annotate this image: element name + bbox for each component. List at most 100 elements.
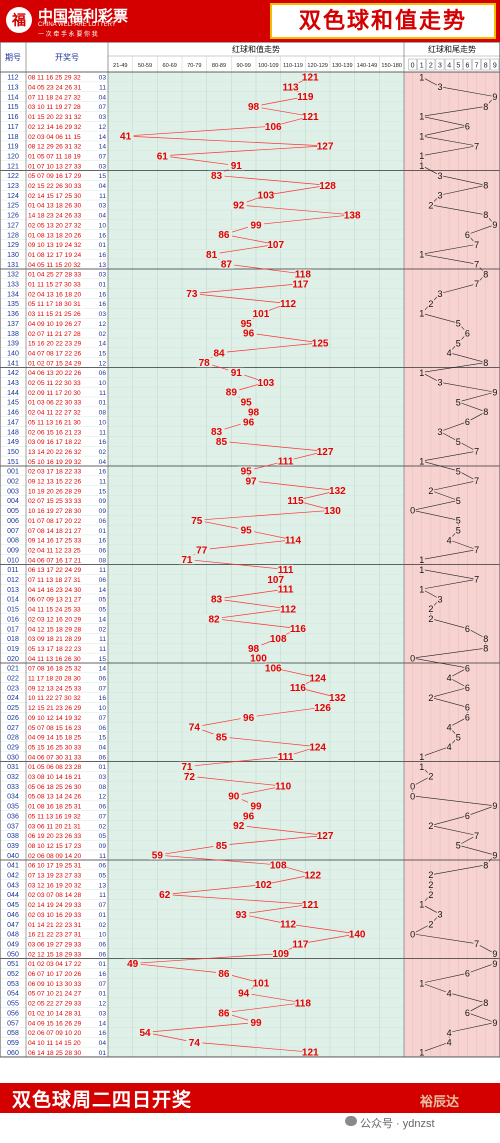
tail-trend-segment [467, 224, 495, 235]
tail-label-bg [491, 949, 499, 958]
blue-ball: 01 [99, 528, 107, 535]
red-balls: 10 16 19 27 28 30 [28, 508, 81, 515]
header-banner: 福 中国福利彩票 CHINA WELFARE LOTTERY 一 次 牵 手 永… [0, 0, 500, 42]
tail-digit-label: 9 [493, 63, 497, 70]
tail-value: 3 [437, 171, 442, 181]
blue-ball: 11 [99, 853, 106, 860]
sum-label-bg [178, 761, 195, 772]
tail-value: 3 [437, 594, 442, 604]
red-balls: 07 13 19 23 27 33 [28, 873, 81, 880]
tail-label-bg [464, 968, 471, 978]
tail-trend-segment [467, 963, 495, 974]
sum-trend-segment [157, 844, 222, 856]
tail-value: 9 [492, 801, 497, 811]
red-balls: 02 06 08 09 14 20 [28, 853, 81, 860]
issue-number: 012 [7, 577, 19, 584]
tail-value: 8 [483, 644, 488, 654]
sum-value: 117 [292, 279, 309, 290]
tail-label-bg [436, 377, 444, 387]
red-balls: 02 09 11 17 20 30 [28, 390, 81, 397]
blue-ball: 01 [99, 400, 107, 407]
sum-label-bg [240, 417, 257, 427]
sum-trend-segment [191, 283, 301, 294]
tail-trend-segment [421, 145, 477, 157]
issue-number: 047 [7, 922, 19, 929]
tail-value: 1 [419, 151, 424, 161]
red-balls: 02 05 22 27 29 33 [28, 1001, 81, 1008]
sum-value: 126 [314, 703, 331, 714]
issue-number: 130 [7, 252, 19, 259]
blue-ball: 10 [99, 380, 107, 387]
tail-label-bg [418, 565, 425, 574]
red-balls: 14 18 23 24 26 33 [28, 213, 81, 220]
sum-label-bg [248, 1017, 264, 1028]
issue-number: 011 [7, 567, 18, 574]
tail-digit-box [435, 58, 445, 71]
red-balls: 02 03 17 18 22 33 [28, 469, 81, 476]
issue-number: 006 [7, 518, 19, 525]
sum-value: 96 [243, 713, 255, 724]
blue-ball: 13 [99, 262, 107, 269]
tail-label-bg [418, 111, 425, 121]
sum-section-title: 红球和值走势 [232, 44, 280, 54]
blue-ball: 12 [99, 124, 107, 131]
tail-trend-segment [430, 825, 477, 836]
tail-trend-segment [430, 480, 477, 491]
sum-value: 95 [241, 398, 253, 409]
tail-label-bg [464, 417, 471, 427]
sum-value: 96 [243, 811, 255, 822]
red-balls: 06 07 10 17 20 26 [28, 971, 81, 978]
sum-value: 106 [265, 664, 282, 675]
sum-label-bg [287, 495, 304, 506]
tail-trend-segment [467, 805, 495, 816]
tail-value: 0 [410, 929, 415, 939]
red-balls: 09 14 16 17 25 33 [28, 538, 81, 545]
tail-value: 5 [456, 496, 461, 506]
sum-label-bg [149, 850, 166, 860]
sum-value: 61 [157, 151, 169, 162]
red-balls: 05 06 18 25 26 30 [28, 784, 81, 791]
issue-number: 138 [7, 331, 19, 338]
tail-label-bg [482, 407, 489, 417]
issue-number: 144 [7, 390, 19, 397]
tail-value: 8 [483, 407, 488, 417]
tail-label-bg [409, 929, 416, 939]
sum-label-bg [243, 476, 260, 486]
sum-range-label: 150-180 [381, 63, 402, 69]
blue-ball: 08 [99, 557, 107, 564]
logo-slogan: 一 次 牵 手 永 要 你 我 [38, 32, 98, 38]
sum-value: 84 [213, 348, 225, 359]
issue-number: 128 [7, 232, 19, 239]
red-balls: 01 07 10 13 27 33 [28, 163, 81, 170]
sum-trend-segment [216, 598, 289, 610]
red-balls: 04 09 15 16 26 29 [28, 1020, 81, 1027]
tail-label-bg [491, 801, 499, 811]
sum-trend-segment [226, 263, 303, 275]
red-balls: 02 05 13 20 27 32 [28, 222, 81, 229]
sum-value: 74 [189, 1038, 201, 1049]
sum-label-bg [277, 564, 294, 575]
red-balls: 04 06 07 16 17 21 [28, 557, 81, 564]
tail-digit-box [472, 58, 481, 71]
tail-label-bg [455, 397, 462, 407]
blue-ball: 03 [99, 114, 107, 121]
tail-label-bg [445, 722, 453, 732]
sum-label-bg [319, 180, 336, 190]
issue-number: 009 [7, 547, 19, 554]
sum-label-bg [230, 200, 247, 210]
tail-value: 8 [483, 860, 488, 870]
tail-value: 7 [474, 575, 479, 585]
sum-label-bg [188, 515, 205, 525]
sum-range-label: 80-89 [212, 63, 226, 69]
lottery-logo: 福 中国福利彩票 CHINA WELFARE LOTTERY 一 次 牵 手 永… [4, 5, 154, 38]
trend-chart: 期号 开奖号 红球和值走势 红球和尾走势 21-49 50-59 60-69 70-79 80-… [0, 42, 500, 1059]
sum-value: 127 [317, 447, 334, 458]
tail-label-bg [482, 269, 489, 279]
issue-number: 120 [7, 153, 19, 160]
sum-value: 98 [248, 644, 260, 655]
sum-label-bg [208, 170, 225, 181]
red-balls: 04 06 07 30 31 33 [28, 754, 81, 761]
sum-value: 62 [159, 890, 171, 901]
sum-trend-segment [288, 923, 358, 935]
sum-value: 85 [216, 732, 228, 743]
